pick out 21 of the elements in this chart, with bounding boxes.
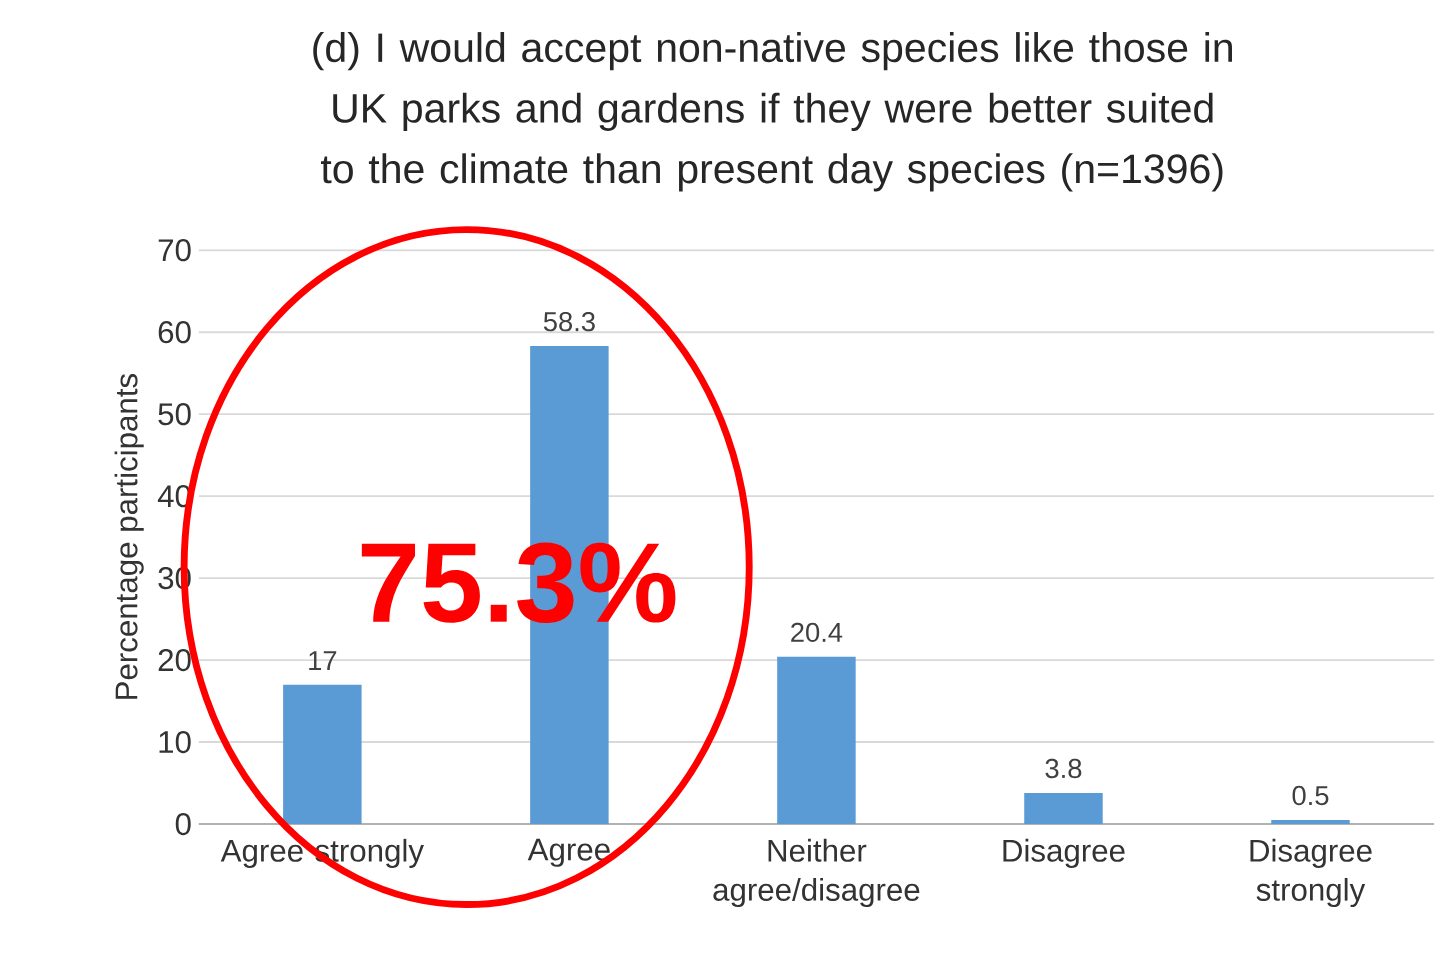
y-axis-title: Percentage participants — [114, 373, 144, 699]
y-tick-label: 20 — [158, 648, 191, 672]
x-tick-label: Agree — [527, 838, 610, 867]
y-tick-label: 60 — [158, 320, 191, 344]
data-label: 20.4 — [791, 622, 843, 642]
x-tick-label: Disagree strongly — [1250, 838, 1372, 907]
y-tick-label: 10 — [159, 730, 191, 754]
data-label: 0.5 — [1292, 785, 1329, 806]
y-tick-label: 0 — [175, 812, 191, 836]
data-label: 17 — [309, 650, 337, 670]
data-label: 58.3 — [543, 311, 595, 332]
bar — [777, 656, 856, 824]
data-label: 3.8 — [1045, 758, 1082, 779]
chart-title: (d) I would accept non-native species like those in UK parks and gardens if they were better suited to the climate than present day species (n=1396) — [313, 31, 1232, 192]
bar — [283, 684, 362, 824]
y-tick-label: 50 — [158, 402, 191, 426]
y-tick-label: 70 — [158, 238, 191, 262]
x-tick-label: Neither agree/disagree — [713, 838, 920, 907]
x-tick-label: Disagree — [1003, 838, 1125, 868]
bar — [1024, 792, 1103, 824]
bar — [1271, 819, 1350, 824]
